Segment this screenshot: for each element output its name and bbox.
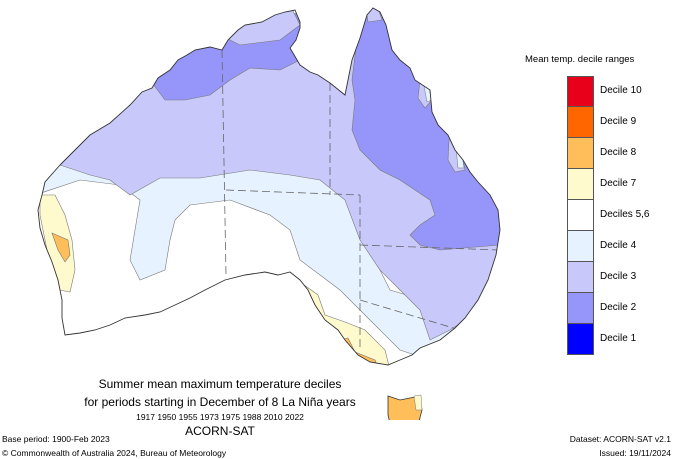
legend-title: Mean temp. decile ranges xyxy=(525,54,635,65)
legend-label: Decile 7 xyxy=(600,178,637,189)
legend-label: Decile 3 xyxy=(600,271,637,282)
legend-label: Decile 4 xyxy=(600,240,637,251)
issued-date: Issued: 19/11/2024 xyxy=(599,448,671,458)
legend-swatch xyxy=(567,293,594,324)
legend-label: Decile 8 xyxy=(600,147,637,158)
legend-swatch xyxy=(567,138,594,169)
legend-label: Deciles 5,6 xyxy=(600,209,650,220)
legend-label: Decile 1 xyxy=(600,333,637,344)
legend-swatch xyxy=(567,324,594,355)
dataset-info: Dataset: ACORN-SAT v2.1 xyxy=(569,434,671,444)
australia-decile-map xyxy=(37,7,501,420)
map-title-dataset: ACORN-SAT xyxy=(185,424,255,438)
legend-swatch xyxy=(567,262,594,293)
legend-label: Decile 10 xyxy=(600,85,642,96)
legend-swatch xyxy=(567,231,594,262)
legend-swatch xyxy=(567,169,594,200)
legend-swatch xyxy=(567,76,594,107)
map-title-years: 1917 1950 1955 1973 1975 1988 2010 2022 xyxy=(136,412,304,422)
map-title-line2: for periods starting in December of 8 La… xyxy=(84,395,356,409)
legend-label: Decile 9 xyxy=(600,116,637,127)
legend-swatch xyxy=(567,200,594,231)
map-title-line1: Summer mean maximum temperature deciles xyxy=(98,377,342,391)
legend-label: Decile 2 xyxy=(600,302,637,313)
base-period: Base period: 1900-Feb 2023 xyxy=(2,434,110,444)
copyright: © Commonwealth of Australia 2024, Bureau… xyxy=(2,448,227,458)
legend-swatch xyxy=(567,107,594,138)
